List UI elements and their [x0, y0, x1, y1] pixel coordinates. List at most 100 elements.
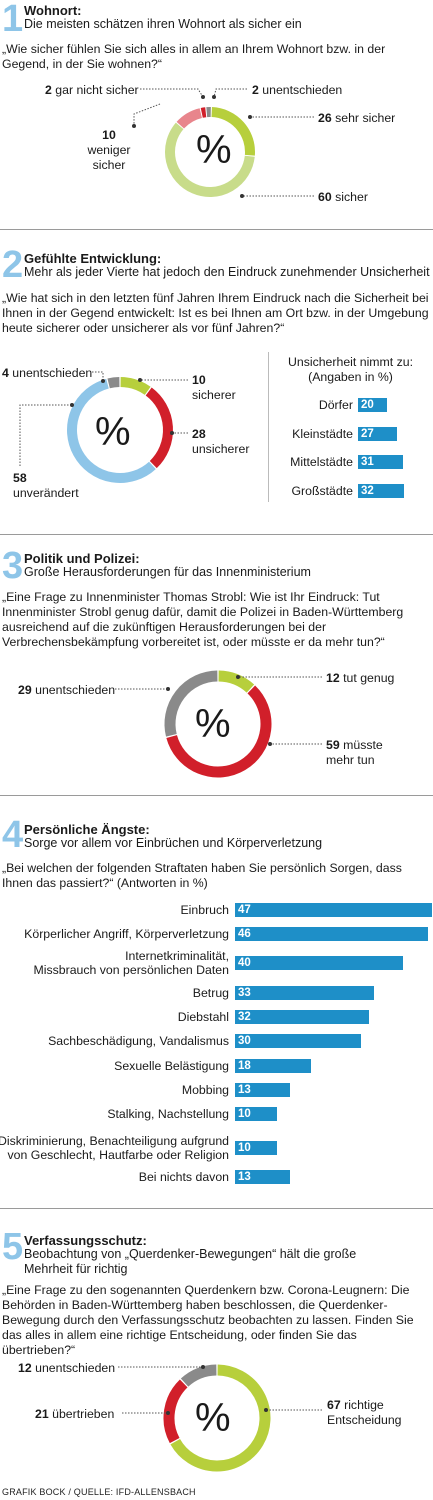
- value: 29: [18, 683, 32, 697]
- bar-value-label: 30: [238, 1035, 251, 1047]
- section-question-3: „Eine Frage zu Innenminister Thomas Stro…: [2, 590, 404, 649]
- label-gar-nicht-sicher: 2 gar nicht sicher: [45, 83, 139, 98]
- section-number-2: 2: [2, 244, 24, 286]
- bar-value-label: 13: [238, 1171, 251, 1183]
- label-unentschieden: 2 unentschieden: [252, 83, 342, 98]
- leader-dot: [264, 1408, 268, 1412]
- leader-dot: [101, 379, 105, 383]
- leader-dot: [268, 742, 272, 746]
- label-unentschieden: 12 unentschieden: [18, 1361, 115, 1376]
- section-number-1: 1: [2, 0, 24, 40]
- bar-category-label: Diebstahl: [177, 1010, 229, 1024]
- donut-chart-politik: [115, 670, 322, 778]
- bar-value-label: 32: [238, 1011, 251, 1023]
- leader-unveraendert: [19, 404, 72, 466]
- section-subtitle-2: Mehr als jeder Vierte hat jedoch den Ein…: [24, 265, 430, 279]
- bar-value-label: 40: [238, 957, 251, 969]
- bar-category-label: Bei nichts davon: [138, 1170, 229, 1184]
- label-unsicherer: 28 unsicherer: [192, 427, 249, 457]
- text: Entscheidung: [327, 1413, 402, 1427]
- label-weniger-sicher: 10 weniger sicher: [87, 128, 131, 173]
- section-subtitle-5: Beobachtung von „Querdenker-Bewegungen“ …: [24, 1247, 357, 1276]
- bar-value-label: 47: [238, 904, 251, 916]
- donut-slice-unentschieden: [107, 377, 120, 389]
- donut-slice-übertrieben: [163, 1379, 188, 1444]
- leader-dot: [166, 687, 170, 691]
- leader-dot: [201, 1365, 205, 1369]
- value: 59: [326, 738, 340, 752]
- value: 58: [13, 471, 27, 485]
- bar: [358, 398, 387, 412]
- bar: [235, 1141, 277, 1155]
- leader-dot: [201, 95, 205, 99]
- divider: [0, 795, 433, 796]
- bar: [235, 1083, 290, 1097]
- divider: [0, 534, 433, 535]
- donut-slice-unverändert: [67, 378, 156, 483]
- section-title-5: Verfassungsschutz:: [24, 1233, 147, 1248]
- bar-value-label: 10: [238, 1108, 251, 1120]
- label-richtige-entscheidung: 67 richtige Entscheidung: [327, 1398, 402, 1428]
- leader-dot: [170, 431, 174, 435]
- donut-slice-gar-nicht-sicher: [200, 107, 207, 118]
- text: unsicherer: [192, 442, 250, 456]
- label-sicher: 60 sicher: [318, 190, 368, 205]
- bar-category-label: Großstädte: [291, 484, 353, 498]
- bar-category-label: Mobbing: [181, 1083, 229, 1097]
- donut-slice-sicherer: [120, 377, 151, 396]
- section-title-3: Politik und Polizei:: [24, 551, 140, 566]
- leader-dot: [248, 115, 252, 119]
- text: unentschieden: [12, 366, 93, 380]
- bar-value-label: 32: [361, 485, 374, 497]
- leader-dot: [132, 124, 136, 128]
- bar-category-label: Stalking, Nachstellung: [107, 1107, 229, 1121]
- section-question-2: „Wie hat sich in den letzten fünf Jahren…: [2, 291, 429, 335]
- bar-value-label: 27: [361, 428, 374, 440]
- bar: [235, 927, 429, 941]
- label-sehr-sicher: 26 sehr sicher: [318, 111, 395, 126]
- section-title-4: Persönliche Ängste:: [24, 822, 150, 837]
- divider: [268, 352, 269, 502]
- text: unentschieden: [35, 1361, 116, 1375]
- value: 2: [252, 83, 259, 97]
- bars-title: Unsicherheit nimmt zu:: [287, 355, 414, 369]
- value: 12: [326, 671, 340, 685]
- bar-category-label: Sexuelle Belästigung: [114, 1059, 229, 1073]
- donut-chart-entwicklung: [19, 371, 188, 483]
- section-number-3: 3: [2, 545, 24, 587]
- bar-category-label: Körperlicher Angriff, Körperverletzung: [24, 927, 229, 941]
- label-uebertrieben: 21 übertrieben: [35, 1407, 114, 1422]
- divider: [0, 229, 433, 230]
- value: 67: [327, 1398, 341, 1412]
- value: 12: [18, 1361, 32, 1375]
- text: richtige: [344, 1398, 384, 1412]
- text: müsste: [343, 738, 383, 752]
- value: 60: [318, 190, 332, 204]
- bar-value-label: 10: [238, 1142, 251, 1154]
- bar: [358, 484, 405, 498]
- bar-category-label: Mittelstädte: [290, 455, 353, 469]
- bar: [235, 1059, 311, 1073]
- leader-dot: [166, 1411, 170, 1415]
- bars-subtitle: (Angaben in %): [308, 370, 393, 384]
- bar: [358, 455, 403, 469]
- bar-value-label: 18: [238, 1060, 251, 1072]
- bar: [235, 1010, 370, 1024]
- donut-center-percent: %: [196, 128, 232, 172]
- section-question-1: „Wie sicher fühlen Sie sich alles in all…: [2, 42, 386, 71]
- bar: [235, 903, 433, 917]
- bar-value-label: 13: [238, 1084, 251, 1096]
- section-question-4: „Bei welchen der folgenden Straftaten ha…: [2, 861, 402, 890]
- text: tut genug: [343, 671, 395, 685]
- bar: [235, 956, 403, 970]
- bar-category-label: Betrug: [192, 986, 229, 1000]
- text: übertrieben: [52, 1407, 115, 1421]
- divider: [0, 1208, 433, 1209]
- bar: [235, 1107, 277, 1121]
- bar-value-label: 33: [238, 987, 251, 999]
- text: sicherer: [192, 388, 236, 402]
- donut-center-percent: %: [195, 1396, 231, 1440]
- donut-center-percent: %: [95, 410, 131, 454]
- bar: [235, 1034, 361, 1048]
